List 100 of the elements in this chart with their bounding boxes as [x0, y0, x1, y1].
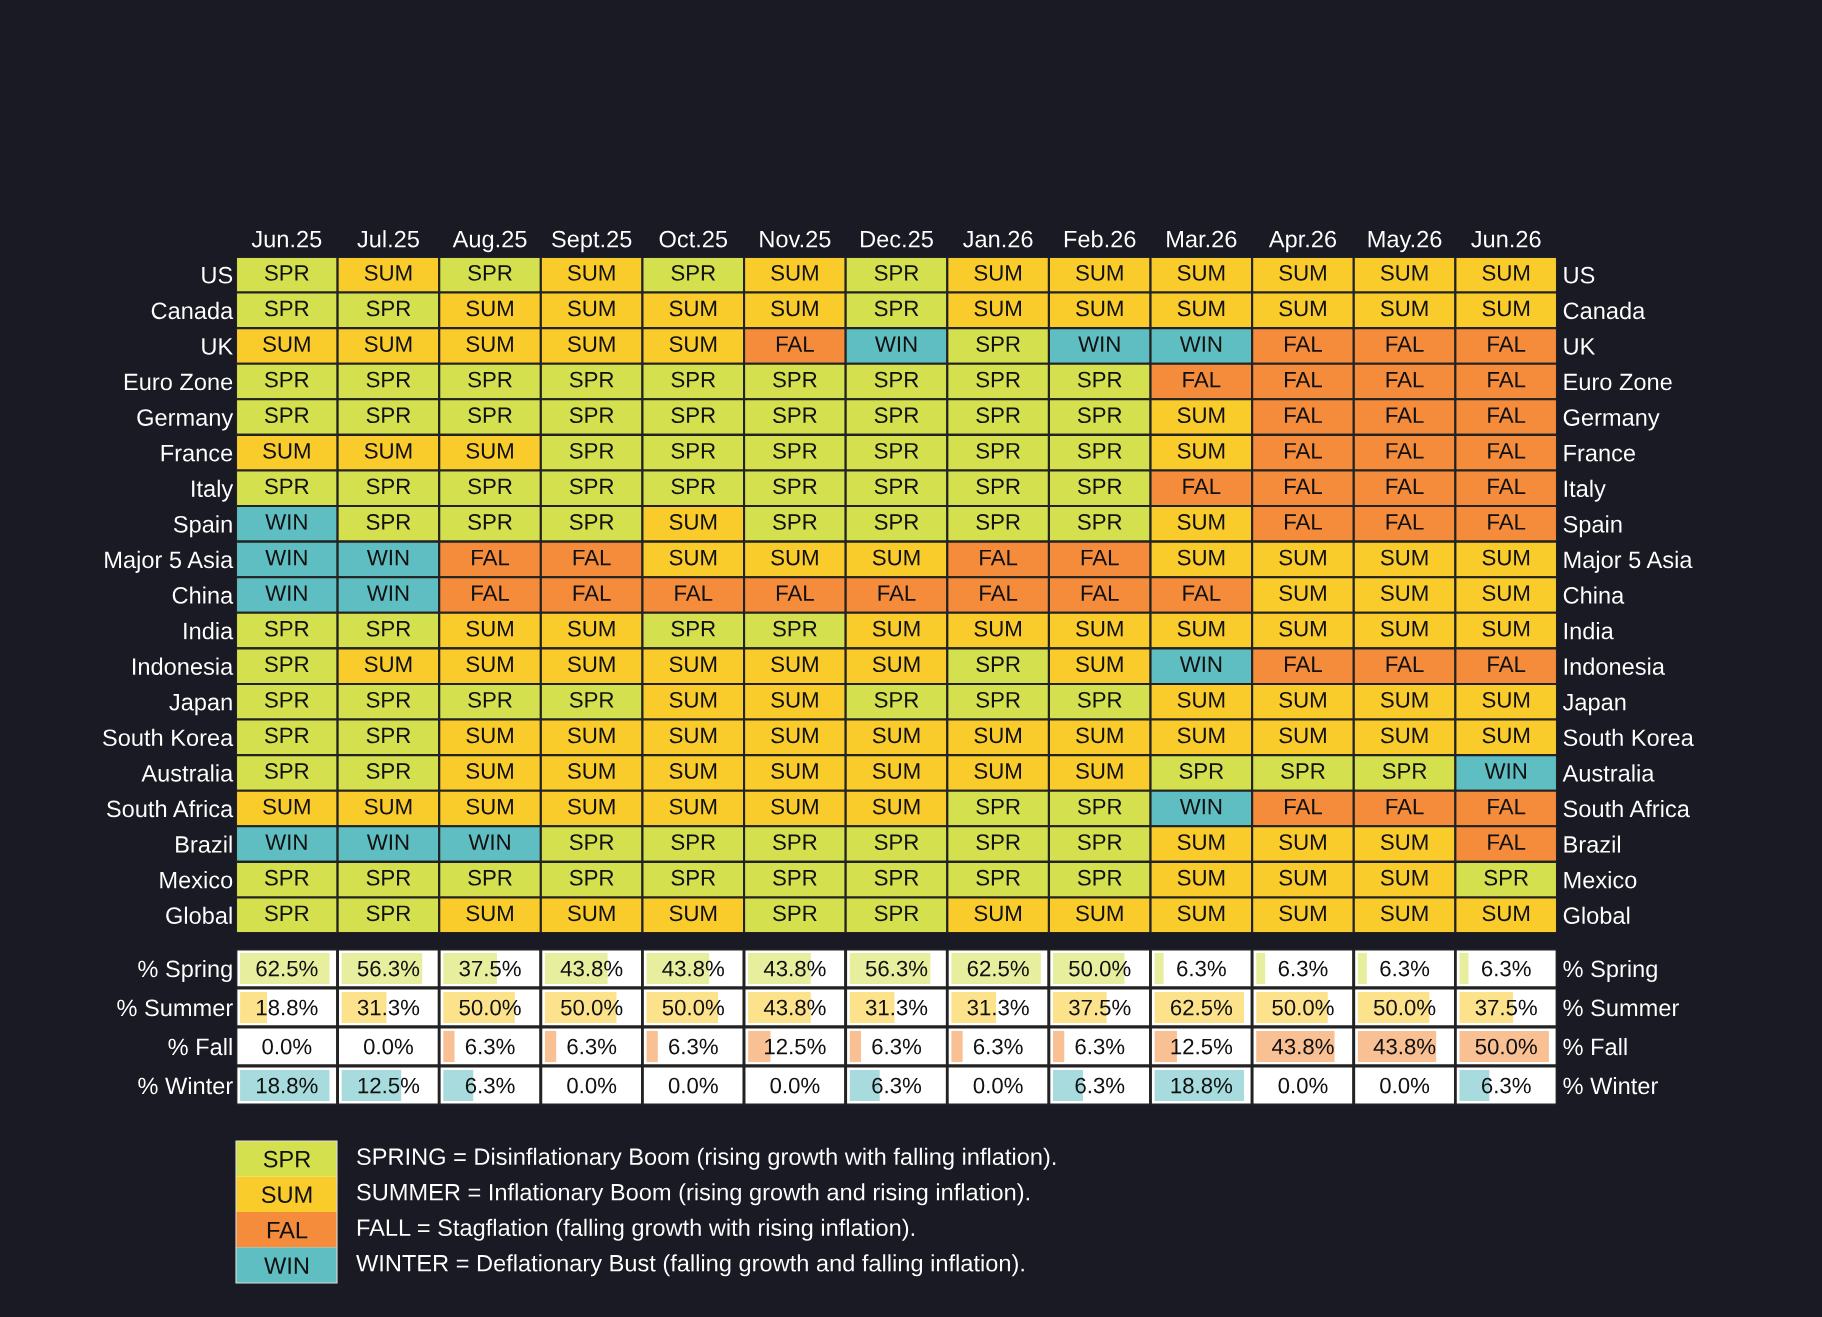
- data-label: 18.8%: [257, 1077, 318, 1094]
- text: SUM: [364, 336, 412, 352]
- y-tick-label: Australia: [141, 764, 234, 782]
- text: SPR: [264, 371, 309, 388]
- text: FAL: [1488, 371, 1526, 388]
- text: FAL: [1285, 336, 1322, 352]
- text: WIN: [1484, 763, 1526, 779]
- text: WIN: [468, 834, 510, 850]
- y2-tick-label: Indonesia: [1564, 657, 1665, 675]
- text: SUM: [466, 620, 513, 637]
- x-tick-label: Jun.26: [1471, 230, 1541, 248]
- text: SUM: [263, 798, 310, 815]
- text: SUM: [1380, 549, 1428, 566]
- text: FAL: [472, 585, 510, 601]
- data-label: 0.0%: [770, 1077, 820, 1094]
- text: SUM: [567, 620, 615, 637]
- text: SUM: [1177, 265, 1225, 281]
- data-label: 43.8%: [763, 999, 826, 1016]
- text: SUM: [1177, 514, 1225, 530]
- text: SUM: [466, 300, 513, 317]
- text: SPR: [468, 478, 512, 495]
- text: SPR: [976, 834, 1020, 851]
- data-label: 6.3%: [1482, 1077, 1531, 1094]
- text: SPR: [976, 656, 1020, 673]
- text: SUM: [1482, 585, 1530, 601]
- text: SUM: [1380, 834, 1428, 851]
- text: SPR: [366, 300, 411, 317]
- text: SPR: [773, 620, 817, 637]
- text: FAL: [1488, 656, 1526, 672]
- text: SPR: [569, 834, 614, 851]
- text: SPR: [976, 798, 1020, 815]
- data-label: 0.0%: [668, 1077, 718, 1094]
- y-tick-label: % Spring: [138, 959, 232, 982]
- text: FAL: [1183, 371, 1221, 388]
- y2-tick-label: Major 5 Asia: [1564, 550, 1693, 573]
- text: SPR: [264, 905, 309, 922]
- text: FAL: [1183, 478, 1221, 495]
- text: SPR: [1077, 869, 1122, 886]
- text: SUM: [1177, 407, 1225, 424]
- text: SUM: [669, 763, 717, 779]
- text: FAL: [1488, 834, 1526, 850]
- text: SUM: [1177, 442, 1225, 459]
- y-tick-label: South Korea: [103, 728, 234, 747]
- text: SUM: [1177, 905, 1225, 922]
- text: SPR: [468, 407, 512, 424]
- x-tick-label: Jun.25: [251, 230, 322, 248]
- y2-tick-label: Spain: [1563, 515, 1622, 538]
- data-label: 43.8%: [1271, 1038, 1334, 1055]
- text: SPR: [366, 620, 411, 637]
- text: WIN: [1179, 798, 1222, 815]
- y-tick-label: Italy: [192, 479, 234, 502]
- text: SUM: [1482, 727, 1530, 744]
- text: FAL: [776, 585, 814, 601]
- data-label: 31.3%: [967, 999, 1029, 1016]
- color-bar-label: SUM: [261, 1186, 312, 1204]
- text: FALL = Stagflation (falling growth with rising inflation).: [357, 1218, 915, 1241]
- text: SPR: [1077, 478, 1122, 495]
- text: SUM: [872, 798, 920, 815]
- y-tick-label: % Summer: [117, 999, 233, 1017]
- text: SPR: [976, 407, 1020, 424]
- text: FAL: [1386, 336, 1424, 352]
- data-label: 18.8%: [257, 999, 318, 1016]
- text: SUM: [1279, 869, 1326, 886]
- text: FAL: [1386, 478, 1424, 495]
- data-label: 31.3%: [865, 999, 928, 1016]
- data-label: 50.0%: [561, 999, 623, 1016]
- text: SPR: [671, 265, 716, 281]
- text: SPR: [773, 869, 817, 886]
- text: FAL: [1386, 656, 1424, 672]
- x-tick-label: Feb.26: [1064, 230, 1136, 248]
- text: SPR: [976, 514, 1020, 530]
- text: SPR: [773, 442, 817, 459]
- data-label: 0.0%: [973, 1077, 1023, 1094]
- text: SPR: [1077, 442, 1122, 459]
- text: SPR: [569, 514, 614, 530]
- text: SPR: [468, 869, 512, 886]
- text: SPR: [874, 834, 919, 851]
- y2-tick-label: % Spring: [1563, 959, 1657, 982]
- text: SUM: [1076, 265, 1123, 281]
- color-bar-label: FAL: [267, 1222, 308, 1239]
- data-label: 43.8%: [1373, 1038, 1436, 1055]
- y-tick-label: India: [184, 622, 234, 640]
- text: SPR: [366, 478, 411, 495]
- text: SPR: [671, 407, 716, 424]
- text: SUM: [1279, 300, 1326, 317]
- text: SUM: [974, 300, 1021, 317]
- text: SPR: [976, 691, 1020, 708]
- data-label: 50.0%: [1373, 999, 1436, 1016]
- text: FAL: [573, 585, 611, 601]
- y-tick-label: % Fall: [168, 1037, 232, 1056]
- text: SPR: [1077, 407, 1122, 424]
- text: SUM: [263, 336, 310, 352]
- text: SUM: [1482, 620, 1530, 637]
- y2-tick-label: % Summer: [1563, 999, 1679, 1017]
- text: FAL: [1386, 798, 1424, 815]
- y2-tick-label: Canada: [1563, 301, 1646, 320]
- text: SUM: [771, 727, 818, 744]
- text: SPR: [671, 620, 716, 637]
- text: SPR: [1077, 691, 1122, 708]
- text: SUM: [669, 798, 717, 815]
